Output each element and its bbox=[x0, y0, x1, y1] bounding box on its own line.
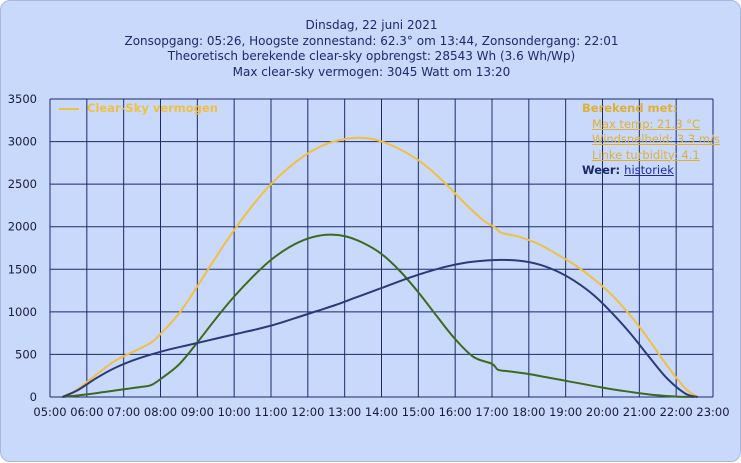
windspeed-link[interactable]: Windsnelheid: 3.3 m/s bbox=[592, 132, 720, 146]
chart-subtitle-yield: Theoretisch berekende clear-sky opbrengs… bbox=[167, 49, 576, 63]
series-line-0 bbox=[61, 136, 699, 398]
y-tick-label-3: 1500 bbox=[8, 262, 37, 276]
x-tick-label-10: 15:00 bbox=[402, 405, 435, 419]
y-tick-label-2: 1000 bbox=[8, 305, 37, 319]
chart-legend: Clear-Sky vermogen bbox=[59, 101, 218, 115]
x-tick-label-2: 07:00 bbox=[107, 405, 140, 419]
weer-label: Weer: bbox=[582, 163, 621, 177]
x-tick-label-12: 17:00 bbox=[475, 405, 508, 419]
x-axis-ticks: 05:00 06:00 07:00 08:00 09:00 10:00 11:00 12:00… bbox=[33, 405, 729, 419]
linke-turbidity-link[interactable]: Linke turbidity: 4.1 bbox=[592, 147, 700, 162]
x-tick-label-1: 06:00 bbox=[70, 405, 103, 419]
historiek-link[interactable]: historiek bbox=[624, 163, 674, 177]
calc-info-panel: Berekend met: Max temp: 21.3 °C Windsnel… bbox=[582, 101, 720, 179]
calc-info-header: Berekend met: bbox=[582, 101, 678, 115]
x-tick-label-14: 19:00 bbox=[549, 405, 582, 419]
weer-row: Weer: historiek bbox=[582, 163, 720, 179]
chart-subtitle-max: Max clear-sky vermogen: 3045 Watt om 13:… bbox=[232, 64, 511, 79]
x-tick-label-16: 21:00 bbox=[623, 405, 656, 419]
x-tick-label-11: 16:00 bbox=[439, 405, 472, 419]
x-tick-label-8: 13:00 bbox=[328, 405, 361, 419]
x-tick-label-13: 18:00 bbox=[512, 405, 545, 419]
x-tick-label-0: 05:00 bbox=[33, 405, 66, 419]
x-tick-label-7: 12:00 bbox=[291, 405, 324, 419]
chart-subtitle-sun: Zonsopgang: 05:26, Hoogste zonnestand: 6… bbox=[124, 33, 619, 48]
x-tick-label-17: 22:00 bbox=[660, 405, 693, 419]
series-line-1 bbox=[62, 233, 695, 398]
y-tick-label-0: 0 bbox=[30, 390, 37, 404]
x-tick-label-9: 14:00 bbox=[365, 405, 398, 419]
y-tick-label-6: 3000 bbox=[8, 135, 37, 149]
x-tick-label-6: 11:00 bbox=[254, 405, 287, 419]
series-line-2 bbox=[61, 258, 698, 398]
x-tick-label-3: 08:00 bbox=[144, 405, 177, 419]
y-axis-ticks: 0 500 1000 1500 2000 2500 3000 3500 bbox=[8, 92, 37, 404]
y-tick-label-7: 3500 bbox=[8, 92, 37, 106]
x-tick-label-4: 09:00 bbox=[181, 405, 214, 419]
chart-title-date: Dinsdag, 22 juni 2021 bbox=[305, 18, 438, 32]
chart-grid bbox=[49, 98, 714, 398]
max-temp-link[interactable]: Max temp: 21.3 °C bbox=[592, 116, 701, 131]
x-tick-label-15: 20:00 bbox=[586, 405, 619, 419]
chart-header: Dinsdag, 22 juni 2021 Zonsopgang: 05:26,… bbox=[1, 18, 741, 80]
x-tick-label-5: 10:00 bbox=[218, 405, 251, 419]
chart-series bbox=[61, 136, 699, 398]
y-tick-label-4: 2000 bbox=[8, 220, 37, 234]
x-tick-label-18: 23:00 bbox=[696, 405, 729, 419]
legend-label: Clear-Sky vermogen bbox=[87, 101, 218, 115]
y-tick-label-1: 500 bbox=[15, 347, 37, 361]
y-tick-label-5: 2500 bbox=[8, 177, 37, 191]
legend-swatch bbox=[59, 107, 79, 110]
